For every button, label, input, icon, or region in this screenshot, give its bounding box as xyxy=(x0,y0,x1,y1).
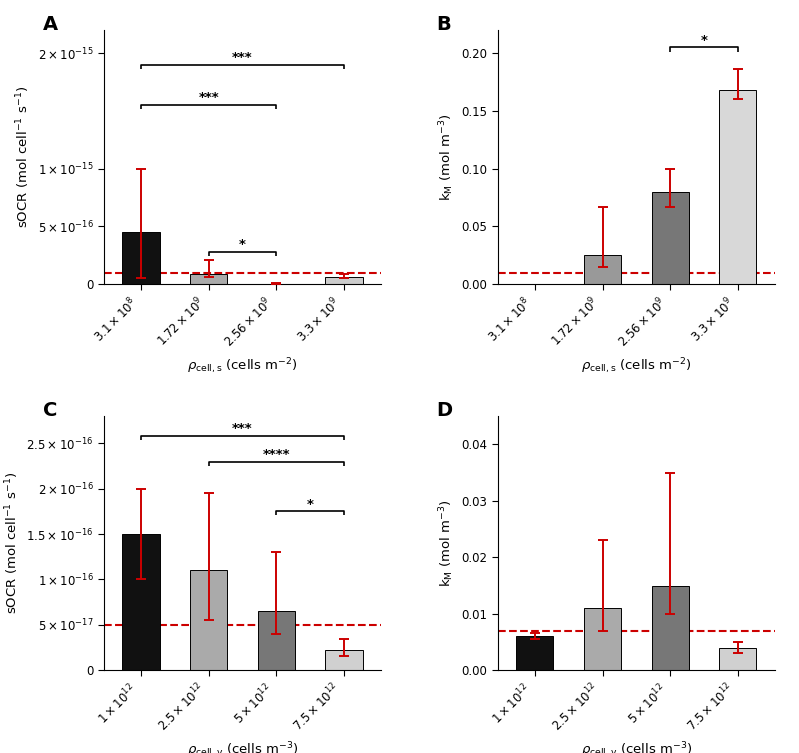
Bar xyxy=(651,192,689,284)
X-axis label: $\rho_{\mathrm{cell,v}}$ (cells m$^{-3}$): $\rho_{\mathrm{cell,v}}$ (cells m$^{-3}$… xyxy=(187,740,298,753)
Y-axis label: sOCR (mol cell$^{-1}$ s$^{-1}$): sOCR (mol cell$^{-1}$ s$^{-1}$) xyxy=(14,86,32,228)
Text: ***: *** xyxy=(198,91,219,105)
Bar xyxy=(325,650,363,670)
Y-axis label: k$_{\mathrm{M}}$ (mol m$^{-3}$): k$_{\mathrm{M}}$ (mol m$^{-3}$) xyxy=(437,114,455,201)
Bar xyxy=(584,255,621,284)
Bar xyxy=(122,534,160,670)
Bar xyxy=(190,570,228,670)
Bar xyxy=(584,608,621,670)
Text: D: D xyxy=(437,401,453,420)
Bar xyxy=(719,648,757,670)
Text: *: * xyxy=(307,498,314,511)
X-axis label: $\rho_{\mathrm{cell,s}}$ (cells m$^{-2}$): $\rho_{\mathrm{cell,s}}$ (cells m$^{-2}$… xyxy=(581,356,692,376)
Text: ***: *** xyxy=(233,51,252,64)
Bar xyxy=(190,274,228,284)
Text: C: C xyxy=(43,401,58,420)
Text: ****: **** xyxy=(263,448,290,461)
Bar xyxy=(258,611,295,670)
Bar xyxy=(122,232,160,284)
Text: B: B xyxy=(437,15,451,34)
X-axis label: $\rho_{\mathrm{cell,v}}$ (cells m$^{-3}$): $\rho_{\mathrm{cell,v}}$ (cells m$^{-3}$… xyxy=(581,740,692,753)
Bar xyxy=(325,276,363,284)
Text: *: * xyxy=(239,238,246,251)
Y-axis label: sOCR (mol cell$^{-1}$ s$^{-1}$): sOCR (mol cell$^{-1}$ s$^{-1}$) xyxy=(3,472,21,614)
X-axis label: $\rho_{\mathrm{cell,s}}$ (cells m$^{-2}$): $\rho_{\mathrm{cell,s}}$ (cells m$^{-2}$… xyxy=(187,356,298,376)
Bar xyxy=(719,90,757,284)
Bar xyxy=(516,636,554,670)
Text: A: A xyxy=(43,15,58,34)
Text: ***: *** xyxy=(233,422,252,435)
Text: *: * xyxy=(701,34,707,47)
Bar xyxy=(651,586,689,670)
Y-axis label: k$_{\mathrm{M}}$ (mol m$^{-3}$): k$_{\mathrm{M}}$ (mol m$^{-3}$) xyxy=(437,499,455,587)
